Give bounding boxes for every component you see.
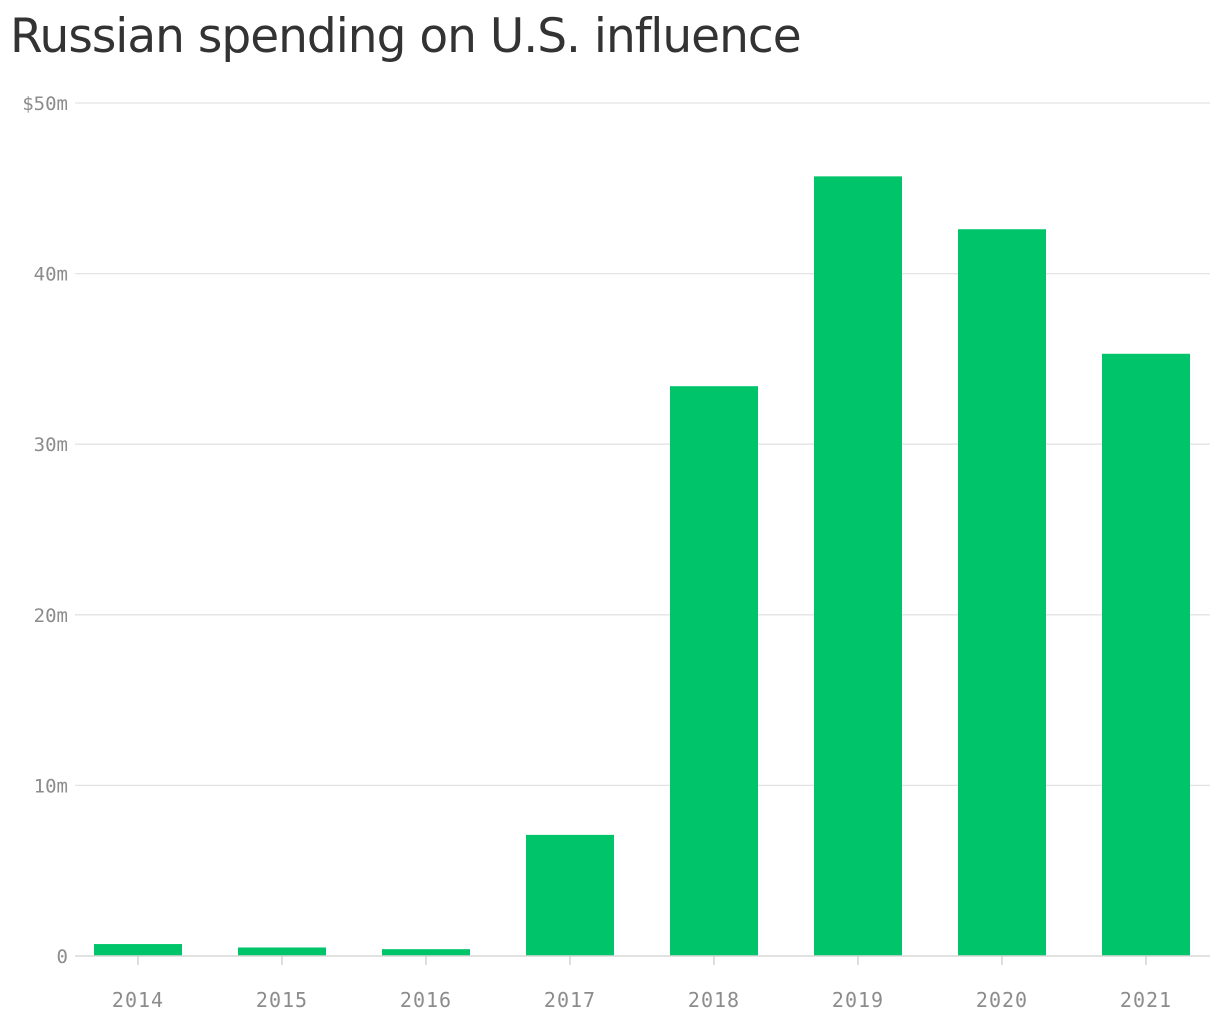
bar-2019	[814, 176, 902, 956]
x-tick-label-2017: 2017	[544, 988, 596, 1012]
bar-2017	[526, 834, 614, 956]
y-tick-label-40: 40m	[34, 264, 68, 286]
bar-2016	[382, 949, 470, 956]
x-axis: 2014 2015 2016 2017 2018 2019 2020 2021	[75, 955, 1210, 1012]
y-axis-labels: 0 10m 20m 30m 40m $50m	[22, 93, 68, 968]
x-tick-label-2014: 2014	[112, 988, 164, 1012]
bar-2015	[238, 947, 326, 956]
x-tick-label-2019: 2019	[832, 988, 884, 1012]
bar-2018	[670, 386, 758, 956]
x-tick-label-2016: 2016	[400, 988, 452, 1012]
x-tick-label-2021: 2021	[1120, 988, 1172, 1012]
bar-2014	[94, 944, 182, 956]
y-tick-label-50: $50m	[22, 93, 68, 115]
bars	[94, 176, 1190, 957]
y-tick-label-10: 10m	[34, 775, 68, 797]
bar-2021	[1102, 353, 1190, 957]
x-tick-label-2018: 2018	[688, 988, 740, 1012]
x-tick-label-2015: 2015	[256, 988, 308, 1012]
x-tick-label-2020: 2020	[976, 988, 1028, 1012]
chart-title: Russian spending on U.S. influence	[10, 9, 802, 64]
bar-2020	[958, 229, 1046, 956]
y-tick-label-0: 0	[57, 946, 68, 968]
y-tick-label-20: 20m	[34, 605, 68, 627]
y-tick-label-30: 30m	[34, 434, 68, 456]
